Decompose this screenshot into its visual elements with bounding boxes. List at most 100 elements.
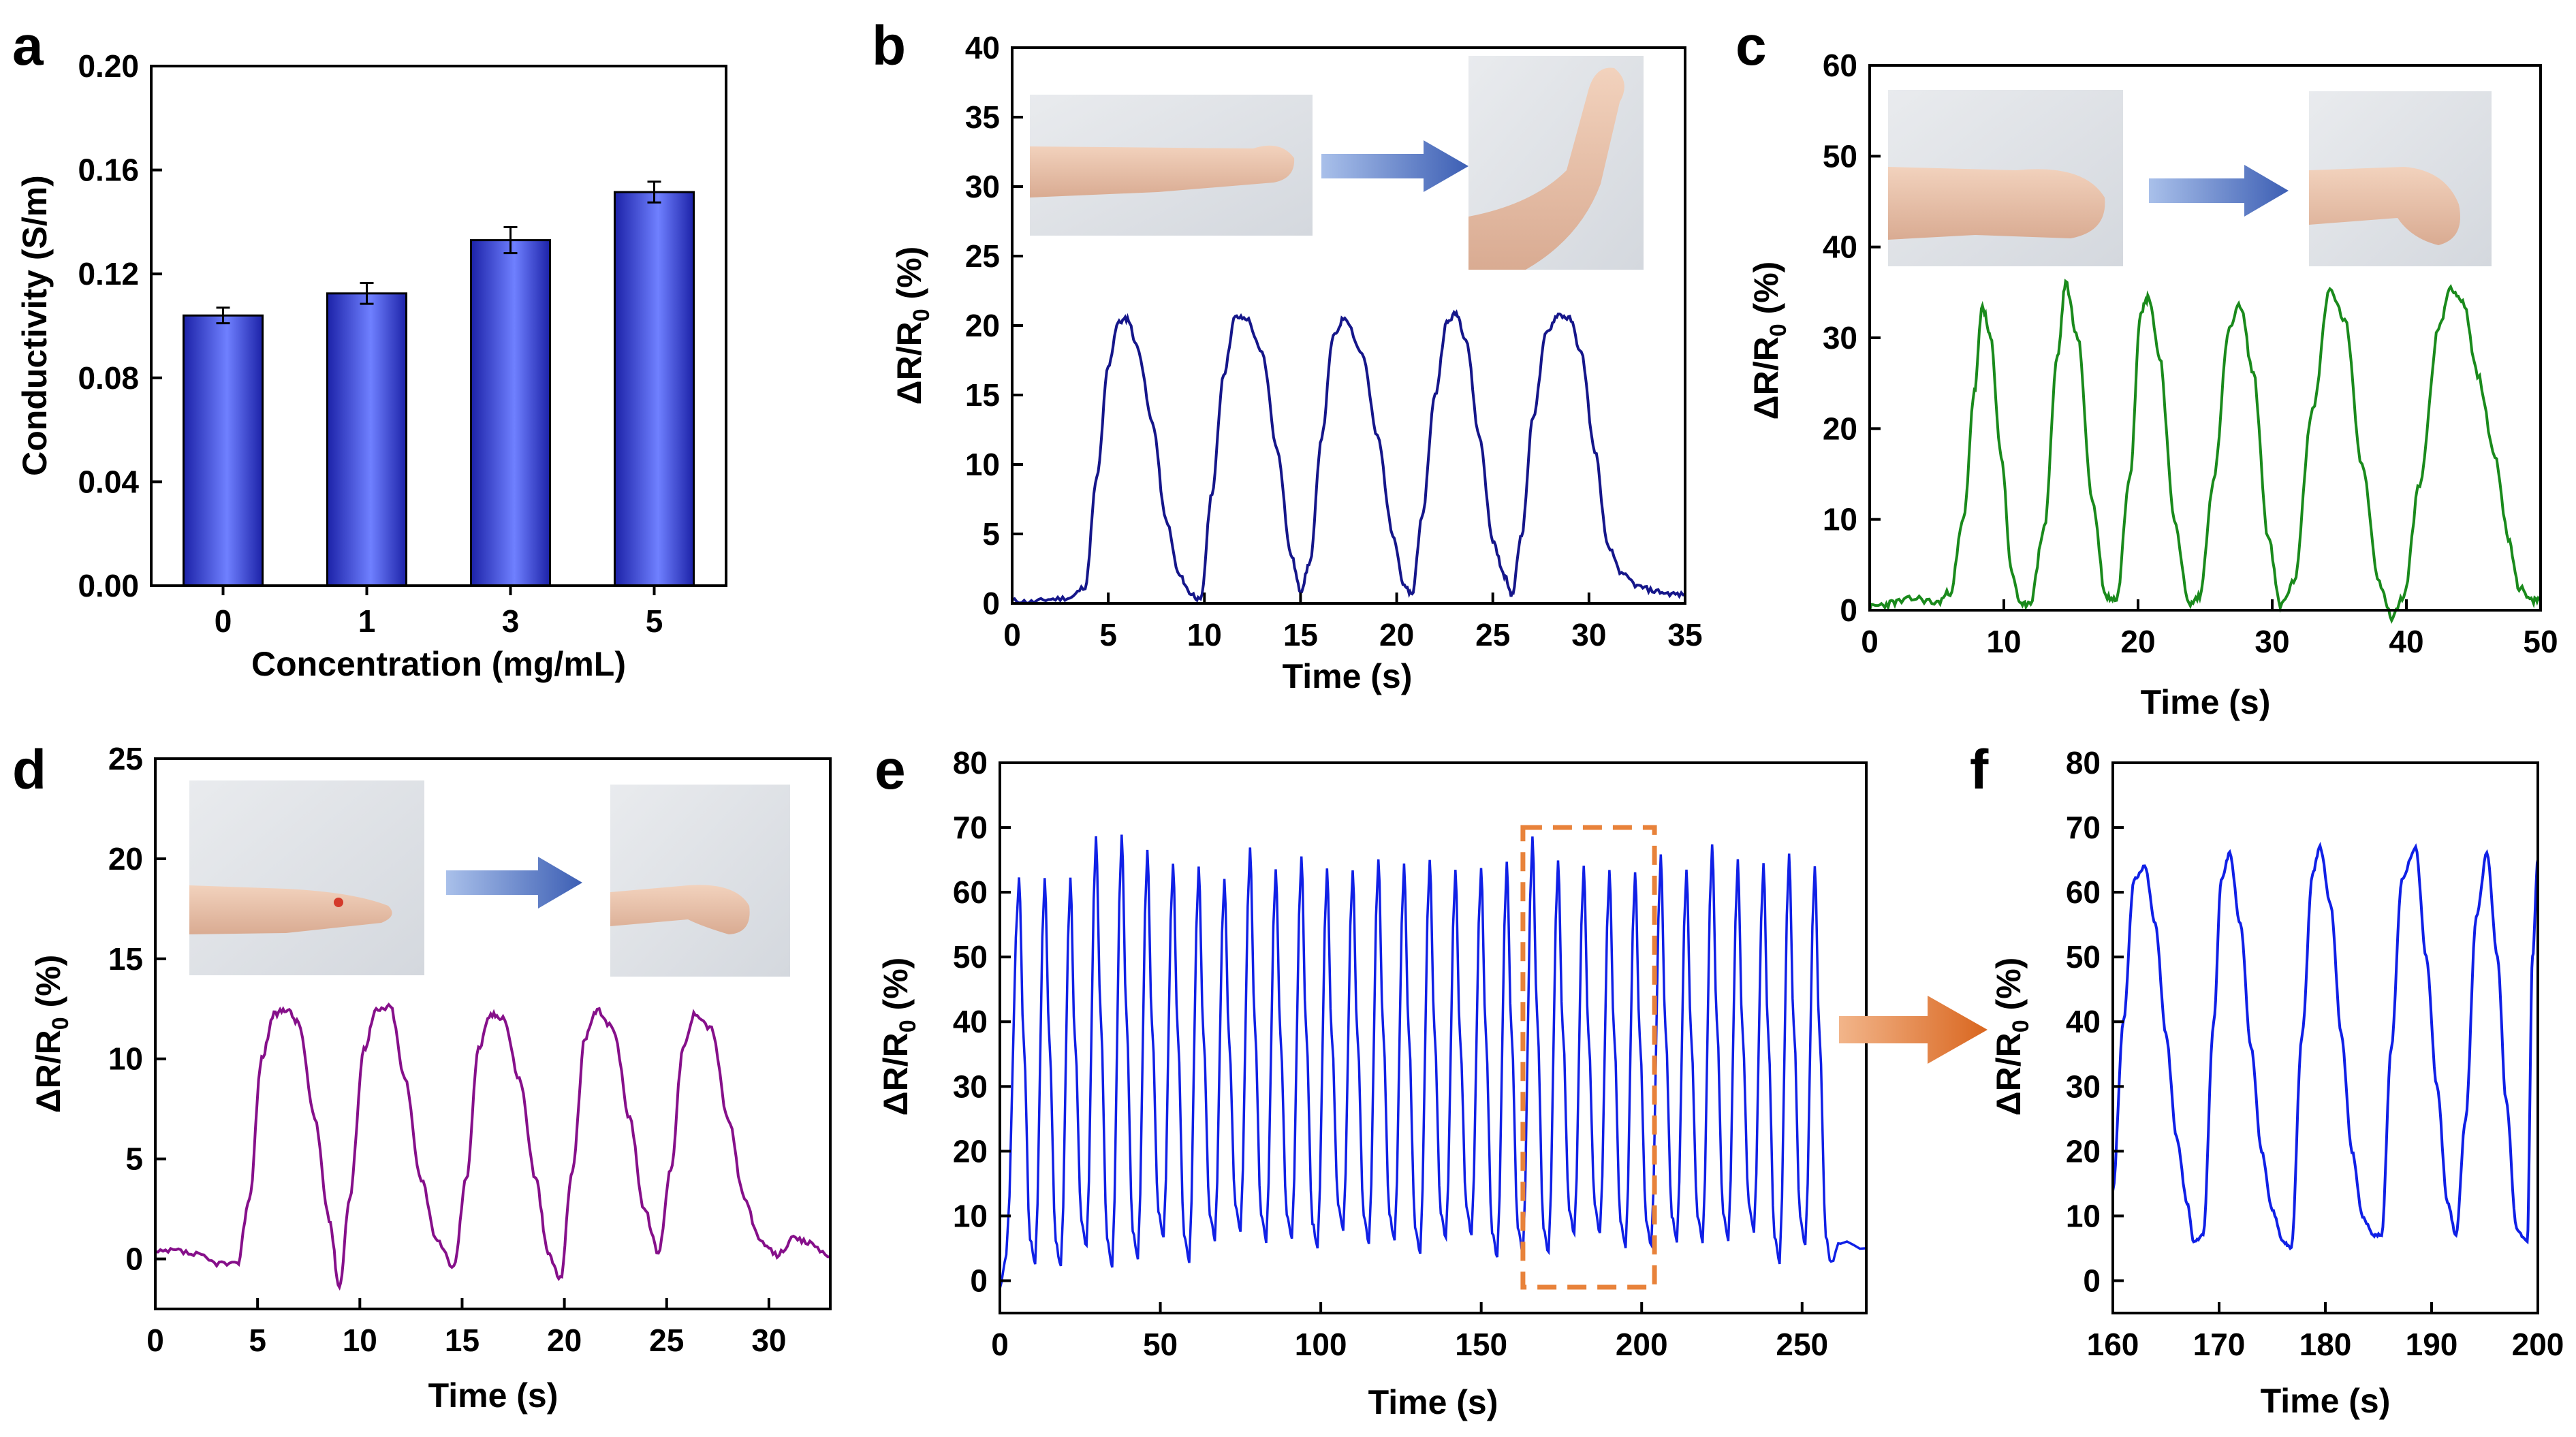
x-category-label: 5 [646,603,663,639]
y-tick-label: 0.20 [78,48,139,84]
panel-f-letter: f [1970,739,1989,801]
x-tick-label: 25 [1475,617,1510,652]
x-tick-label: 5 [1099,617,1117,652]
y-tick-label: 10 [2066,1198,2101,1233]
y-tick-label: 60 [1823,48,1857,83]
x-tick-label: 200 [1616,1327,1668,1362]
y-tick-label: 20 [1823,411,1857,446]
x-tick-label: 15 [1283,617,1318,652]
y-tick-label: 20 [953,1133,988,1169]
panel-d-y-axis-title: ΔR/R0 (%) [29,955,74,1114]
panel-b-y-title-main: ΔR/R [890,321,928,405]
straight-arm-shape [1030,145,1295,198]
x-tick-label: 10 [1986,624,2021,659]
y-tick-label: 15 [108,941,143,977]
panel-c-x-axis-title: Time (s) [2141,683,2271,721]
elbow-motion-arrow [1321,140,1468,192]
x-tick-label: 100 [1295,1327,1347,1362]
panel-c-y-title-sub: 0 [1765,323,1791,336]
y-tick-label: 60 [2066,874,2101,910]
panel-b-elbow-chart: b 0 5 10 15 20 25 30 35 40 0 5 10 15 20 25 30 35 Time (… [872,15,1703,695]
y-tick-label: 50 [953,939,988,975]
y-tick-label: 30 [1823,320,1857,356]
x-tick-label: 180 [2299,1327,2352,1362]
panel-a-axes-frame [150,65,727,587]
panel-b-axes-frame [1011,46,1686,605]
panel-d-x-axis-title: Time (s) [428,1376,559,1415]
x-category-label: 0 [215,603,232,639]
bent-arm-shape [1468,67,1624,270]
y-tick-label: 30 [965,169,1000,204]
x-tick-label: 40 [2389,624,2423,659]
y-tick-label: 0.00 [78,568,139,603]
finger-photo-straight [189,780,424,975]
panel-a-y-axis-title: Conductivity (S/m) [16,175,54,476]
panel-d-y-title-sub: 0 [48,1017,74,1030]
panel-e-y-title-sub: 0 [895,1020,921,1032]
panel-c-letter: c [1735,15,1767,77]
finger-response-curve [155,1002,831,1291]
panel-e-axes-frame [999,761,1868,1314]
y-tick-label: 25 [108,741,143,776]
y-tick-label: 70 [953,810,988,845]
panel-f-y-title-tail: (%) [1990,958,2028,1020]
x-tick-label: 25 [649,1323,684,1358]
x-tick-label: 150 [1455,1327,1507,1362]
panel-a-x-axis-title: Concentration (mg/mL) [251,645,626,683]
bent-finger-shape [610,885,750,934]
x-tick-label: 15 [445,1323,480,1358]
x-tick-label: 170 [2193,1327,2246,1362]
panel-a-x-ticks: 0 1 3 5 [215,586,663,639]
finger-sensor-dot [334,898,343,907]
panel-f-x-axis-title: Time (s) [2261,1382,2391,1420]
panel-d-axes-frame [154,757,832,1310]
x-tick-label: 250 [1776,1327,1828,1362]
panel-c-axes-frame [1868,64,2542,612]
x-tick-label: 0 [1861,624,1879,659]
panel-e-x-axis-title: Time (s) [1368,1383,1498,1421]
elbow-photo-bent [1468,56,1644,270]
conductivity-bar [326,292,408,587]
finger-photo-bent-bg [610,785,790,977]
y-tick-label: 20 [965,308,1000,343]
y-tick-label: 80 [953,745,988,780]
panel-e-y-title-tail: (%) [877,958,915,1020]
y-tick-label: 0.08 [78,360,139,396]
y-tick-label: 0.04 [78,464,139,499]
panel-a-bar-chart: a 0.00 0.04 0.08 0.12 0.16 0.20 0 1 3 5 Concentr… [12,15,727,683]
panel-d-y-ticks: 0 5 10 15 20 25 [108,741,166,1277]
y-tick-label: 15 [965,377,1000,413]
x-tick-label: 10 [1187,617,1222,652]
y-tick-label: 50 [2066,939,2101,975]
wrist-photo-bent [2309,91,2492,266]
y-tick-label: 40 [1823,230,1857,265]
wrist-response-curve [1868,279,2541,625]
y-tick-label: 35 [965,99,1000,135]
zoom-region-box [1520,825,1657,1290]
panel-b-x-axis-title: Time (s) [1283,657,1413,695]
panel-c-y-title-tail: (%) [1747,262,1785,324]
conductivity-bar [182,314,264,587]
x-category-label: 1 [358,603,376,639]
y-tick-label: 0 [2083,1263,2101,1298]
x-tick-label: 20 [2120,624,2155,659]
panel-f-y-title-main: ΔR/R [1990,1032,2028,1116]
y-tick-label: 40 [2066,1004,2101,1039]
zoom-link-arrow [1839,996,1988,1064]
y-tick-label: 30 [2066,1069,2101,1104]
panel-e-cycling-chart: e 0 10 20 30 40 50 60 70 80 0 50 100 150 200 250 Time… [875,739,1868,1421]
x-tick-label: 10 [343,1323,377,1358]
x-tick-label: 20 [547,1323,582,1358]
panel-f-y-ticks: 0 10 20 30 40 50 60 70 80 [2066,745,2124,1298]
panel-c-wrist-chart: c 0 10 20 30 40 50 60 0 10 20 30 40 50 Time (s) ΔR/… [1735,15,2558,721]
panel-f-axes-frame [2111,761,2539,1314]
panel-b-y-axis-title: ΔR/R0 (%) [890,247,934,405]
panel-c-y-axis-title: ΔR/R0 (%) [1747,262,1791,420]
wrist-photo-straight [1888,90,2123,266]
bent-wrist-shape [2309,167,2460,245]
elbow-response-curve [1011,309,1686,605]
y-tick-label: 10 [953,1198,988,1233]
y-tick-label: 20 [2066,1133,2101,1169]
panel-f-y-axis-title: ΔR/R0 (%) [1990,958,2034,1116]
